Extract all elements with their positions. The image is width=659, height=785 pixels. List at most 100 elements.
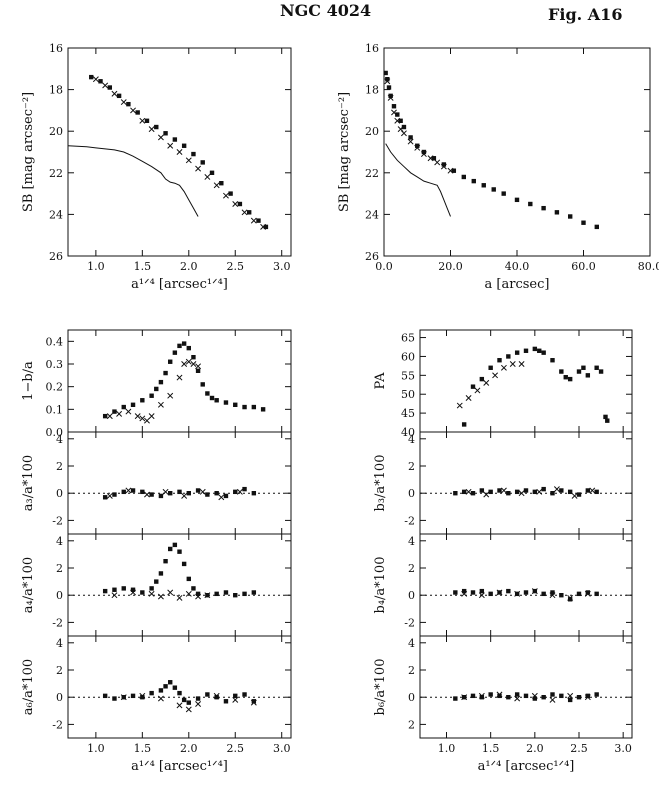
data-point-square xyxy=(233,693,238,699)
data-point-cross xyxy=(102,82,109,89)
data-point-square xyxy=(140,590,145,595)
x-tick-label: 1.5 xyxy=(134,742,152,755)
data-point-square xyxy=(554,210,560,215)
data-point-cross xyxy=(553,486,560,493)
data-point-square xyxy=(431,156,437,161)
data-point-square xyxy=(603,414,608,420)
data-point-cross xyxy=(130,589,136,596)
data-point-square xyxy=(559,488,564,493)
data-point-square xyxy=(528,201,533,207)
data-point-square xyxy=(488,591,493,597)
data-point-square xyxy=(168,359,173,364)
data-point-square xyxy=(181,341,187,346)
data-point-square xyxy=(181,143,187,148)
data-point-cross xyxy=(589,487,596,494)
data-point-square xyxy=(506,588,511,594)
panel-a4: -2 0 2 4 a₄/a*100 xyxy=(21,533,292,637)
data-point-cross xyxy=(125,408,132,415)
data-point-square xyxy=(177,489,182,495)
y-tick-label: 24 xyxy=(365,208,379,221)
data-point-square xyxy=(461,489,467,495)
data-point-square xyxy=(260,407,266,412)
data-point-square xyxy=(398,118,403,123)
panel-sb-a: 16 18 20 22 24 260.0 20.0 40.0 60.0 80.0 SB [mag a… xyxy=(337,42,659,292)
data-point-square xyxy=(488,365,493,370)
y-tick-label: 2 xyxy=(408,562,415,575)
y-axis-label: b₄/a*100 xyxy=(373,557,388,614)
x-tick-label: 2.0 xyxy=(180,742,198,755)
data-point-square xyxy=(550,358,555,363)
data-point-cross xyxy=(181,492,188,499)
data-point-square xyxy=(408,135,413,140)
data-point-square xyxy=(154,579,159,584)
y-tick-label: 0.1 xyxy=(46,403,64,416)
data-point-square xyxy=(140,398,145,403)
data-point-square xyxy=(581,220,586,225)
data-point-square xyxy=(453,491,458,496)
x-tick-label: 1.5 xyxy=(482,742,500,755)
data-point-cross xyxy=(514,590,521,597)
data-point-square xyxy=(461,422,467,427)
data-point-cross xyxy=(232,696,239,703)
data-point-square xyxy=(514,692,520,697)
data-point-square xyxy=(453,696,458,701)
data-point-square xyxy=(149,690,154,696)
data-point-cross xyxy=(167,142,174,149)
data-point-square xyxy=(186,700,191,705)
y-axis-label: b₃/a*100 xyxy=(373,455,388,512)
panel-b6: 2 0 2 4 1.0 1.5 2.0 2.5 3.0 b₆/a*100 a¹ᐟ⁴ [arcsec¹… xyxy=(373,635,633,774)
data-point-square xyxy=(461,174,466,180)
data-point-square xyxy=(112,587,117,592)
data-point-cross xyxy=(213,182,220,189)
data-point-cross xyxy=(397,126,404,133)
data-point-square xyxy=(479,488,485,493)
x-tick-label: 1.0 xyxy=(87,260,105,273)
data-point-square xyxy=(501,191,506,196)
data-point-square xyxy=(479,695,485,700)
data-point-cross xyxy=(250,699,257,706)
data-point-square xyxy=(149,492,154,497)
data-point-square xyxy=(98,79,103,84)
data-point-square xyxy=(479,588,485,594)
data-point-square xyxy=(233,402,238,407)
panel-pa: 40 45 50 55 60 65 PA xyxy=(373,329,633,439)
data-point-cross xyxy=(483,491,490,498)
data-point-square xyxy=(116,93,122,99)
y-tick-label: 50 xyxy=(401,388,415,401)
data-point-cross xyxy=(125,487,132,494)
x-tick-label: 1.0 xyxy=(438,742,456,755)
data-point-cross xyxy=(500,487,507,494)
data-point-square xyxy=(251,590,257,595)
data-point-square xyxy=(233,489,238,495)
panel-b3: -2 0 2 4 b₃/a*100 xyxy=(373,431,633,535)
data-point-cross xyxy=(185,358,192,365)
data-point-square xyxy=(214,491,219,496)
data-point-square xyxy=(383,70,388,76)
y-tick-label: 0 xyxy=(56,691,63,704)
panel-sb-r14: 16 18 20 22 24 26 1.0 1.5 2.0 2.5 3.0 SB [mag arcse… xyxy=(21,42,292,292)
y-tick-label: 0 xyxy=(56,589,63,602)
data-point-square xyxy=(191,151,196,157)
data-point-square xyxy=(195,591,201,597)
data-point-square xyxy=(168,680,173,685)
data-point-cross xyxy=(111,592,118,599)
data-point-square xyxy=(195,368,201,373)
data-point-square xyxy=(102,693,108,699)
data-point-square xyxy=(541,205,546,211)
x-tick-label: 2.0 xyxy=(526,742,544,755)
data-point-square xyxy=(581,365,586,370)
data-point-square xyxy=(163,131,168,136)
data-point-square xyxy=(186,345,191,351)
data-point-square xyxy=(172,137,178,142)
y-tick-label: 0 xyxy=(408,691,415,704)
data-point-square xyxy=(470,590,476,595)
data-point-cross xyxy=(157,695,164,702)
panel-frame xyxy=(419,635,633,739)
y-axis-label: SB [mag arcsec⁻²] xyxy=(21,92,36,212)
data-point-square xyxy=(209,395,215,401)
y-tick-label: -2 xyxy=(52,718,63,731)
data-point-square xyxy=(102,495,108,500)
data-point-cross xyxy=(492,372,499,379)
x-tick-label: 20.0 xyxy=(438,260,463,273)
data-point-cross xyxy=(407,138,414,145)
